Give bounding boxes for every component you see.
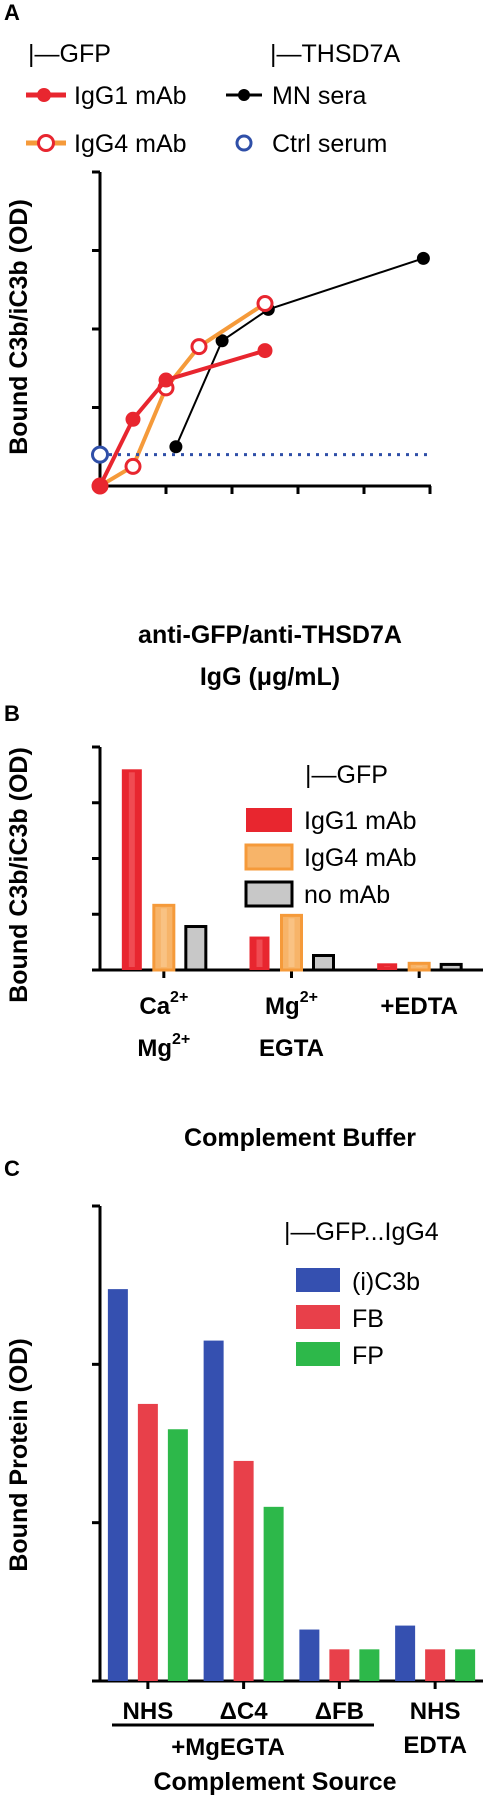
legend-a-header-thsd7a: |—THSD7A — [270, 40, 400, 68]
legend-a-igg1-marker — [37, 88, 51, 102]
b-category-label-sup: 2+ — [300, 989, 318, 1006]
panel-c-legend: |—GFP...IgG4 (i)C3b FB FP — [284, 1218, 439, 1370]
legend-c-fb-swatch — [296, 1305, 340, 1329]
panel-c-letter: C — [4, 1156, 20, 1181]
panel-c-plot: NHS ΔC4 ΔFB NHS EDTA — [92, 1204, 483, 1759]
c-bar — [137, 1403, 158, 1681]
legend-a-ctrl-marker — [235, 134, 253, 152]
legend-a-ctrl-label: Ctrl serum — [272, 130, 387, 158]
legend-a-header-gfp: |—GFP — [28, 40, 111, 68]
panel-c: C NHS ΔC4 ΔFB NHS EDTA |—GFP...IgG4 (i)C3b F… — [4, 1156, 483, 1796]
panel-a-plot — [91, 170, 432, 495]
legend-b-igg1-label: IgG1 mAb — [304, 807, 417, 835]
legend-a-mn-marker — [238, 89, 250, 101]
c-bar — [167, 1429, 188, 1681]
c-bar — [203, 1340, 224, 1681]
legend-b-igg1-swatch — [246, 808, 292, 832]
b-category-label-sup: 2+ — [172, 1031, 190, 1048]
panel-c-x-title: Complement Source — [153, 1768, 396, 1796]
b-category-label-main: Mg — [265, 993, 300, 1020]
panel-b-legend: |—GFP IgG1 mAb IgG4 mAb no mAb — [244, 761, 417, 909]
b-bar-highlight — [416, 966, 423, 967]
b-category-label-main: Ca — [139, 993, 170, 1020]
b-bar-highlight — [128, 772, 135, 967]
a-data-point — [92, 478, 108, 494]
a-data-point — [190, 338, 208, 356]
legend-a-igg4-label: IgG4 mAb — [74, 130, 187, 158]
c-bar — [329, 1649, 350, 1681]
legend-b-header: |—GFP — [305, 761, 388, 789]
c-category-label-line1: NHS — [123, 1698, 174, 1725]
a-data-point — [256, 294, 274, 312]
legend-b-nomab-swatch — [244, 880, 294, 908]
b-bar — [312, 954, 335, 972]
panel-c-y-title: Bound Protein (OD) — [5, 1338, 33, 1571]
legend-c-fp-swatch — [296, 1342, 340, 1366]
b-bar-highlight — [256, 939, 263, 967]
b-bar — [439, 962, 463, 972]
legend-b-nomab-label: no mAb — [304, 881, 390, 909]
c-bar — [425, 1649, 446, 1681]
c-category-label-line1: ΔFB — [315, 1698, 364, 1725]
a-series-line — [98, 301, 267, 488]
a-data-point — [125, 411, 141, 427]
legend-a-igg4-marker — [37, 134, 55, 152]
legend-b-igg4-label: IgG4 mAb — [304, 844, 417, 872]
c-category-label-line1: ΔC4 — [220, 1698, 269, 1725]
b-bar-highlight — [288, 918, 295, 967]
a-data-point — [169, 440, 183, 454]
legend-c-c3b-label: (i)C3b — [352, 1268, 420, 1296]
c-bar — [107, 1289, 128, 1681]
a-ctrl-marker — [91, 445, 109, 464]
c-category-label-line2: EDTA — [403, 1732, 467, 1759]
panel-a-x-title-line2: IgG (μg/mL) — [200, 663, 340, 691]
panel-b-letter: B — [4, 701, 20, 726]
legend-c-fb-label: FB — [352, 1305, 384, 1333]
panel-a-x-title-line1: anti-GFP/anti-THSD7A — [138, 621, 402, 649]
panel-c-group-label: +MgEGTA — [171, 1734, 285, 1761]
b-category-label-line2: EGTA — [259, 1035, 324, 1062]
b-category-label-line2: Mg2+ — [137, 1031, 190, 1062]
panel-a-legend: |—GFP |—THSD7A IgG1 mAb IgG4 mAb MN sera… — [26, 40, 400, 158]
b-bar-highlight — [384, 966, 391, 967]
b-bar — [184, 925, 208, 972]
b-category-label-sup: 2+ — [170, 989, 188, 1006]
c-bar — [395, 1625, 416, 1681]
c-bar — [455, 1649, 476, 1681]
panel-b-plot: Ca2+Mg2+Mg2+EGTA+EDTA — [92, 745, 483, 1062]
a-data-point — [158, 372, 174, 388]
c-bar — [299, 1629, 320, 1681]
b-category-label-line1: Mg2+ — [265, 989, 318, 1020]
panel-a: A |—GFP |—THSD7A IgG1 mAb IgG4 mAb MN se… — [4, 0, 432, 691]
panel-b: B Ca2+Mg2+Mg2+EGTA+EDTA |—GFP IgG1 mAb I… — [4, 701, 483, 1152]
b-category-label-main: Mg — [137, 1035, 172, 1062]
b-category-label-line1: +EDTA — [380, 993, 458, 1020]
b-category-label-main: EGTA — [259, 1035, 324, 1062]
a-data-point — [416, 251, 430, 265]
legend-b-igg4-swatch — [244, 843, 294, 871]
b-category-label-main: +EDTA — [380, 993, 458, 1020]
c-bar — [263, 1506, 284, 1681]
panel-b-y-title: Bound C3b/iC3b (OD) — [5, 747, 33, 1003]
c-bar — [359, 1649, 380, 1681]
b-category-label-line1: Ca2+ — [139, 989, 188, 1020]
legend-a-igg1-label: IgG1 mAb — [74, 82, 187, 110]
panel-a-y-title: Bound C3b/iC3b (OD) — [5, 199, 33, 455]
c-category-label-line1: NHS — [410, 1698, 461, 1725]
legend-c-fp-label: FP — [352, 1342, 384, 1370]
a-data-point — [215, 334, 229, 348]
legend-c-header: |—GFP...IgG4 — [284, 1218, 439, 1246]
b-bar-highlight — [160, 908, 167, 967]
panel-b-x-title: Complement Buffer — [184, 1124, 416, 1152]
panel-a-letter: A — [4, 0, 20, 25]
a-data-point — [124, 457, 142, 475]
c-bar — [233, 1460, 254, 1681]
a-series-line — [98, 348, 266, 487]
a-series-line — [174, 257, 424, 448]
legend-a-mn-label: MN sera — [272, 82, 367, 110]
legend-c-c3b-swatch — [296, 1268, 340, 1292]
a-data-point — [257, 343, 273, 359]
